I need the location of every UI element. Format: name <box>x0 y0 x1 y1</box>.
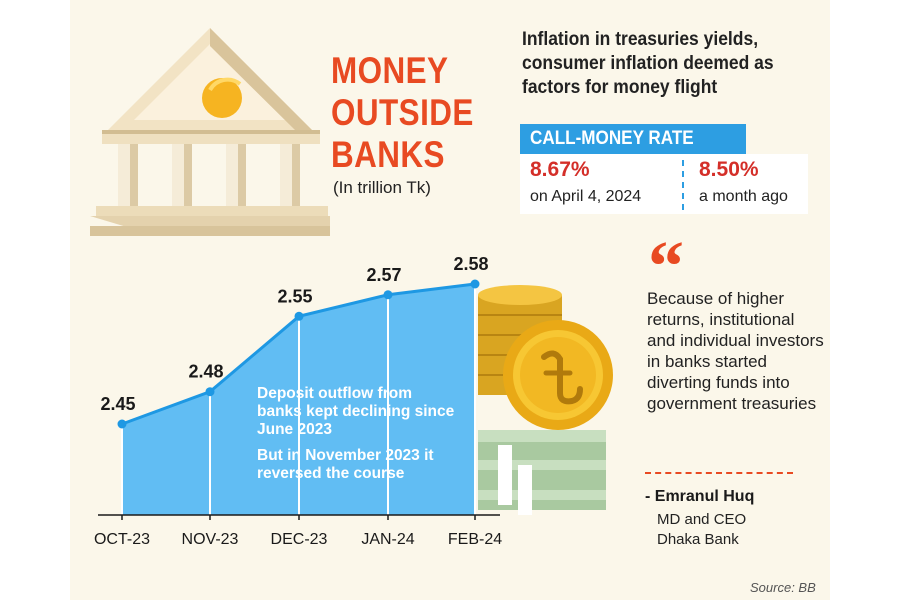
unit-label: (In trillion Tk) <box>333 178 431 197</box>
data-point <box>205 387 215 397</box>
data-label: 2.48 <box>188 362 223 382</box>
call-money-box: CALL-MONEY RATE RISES 8.67% on April 4, … <box>520 124 810 218</box>
quote-text: Because of higher returns, institutional… <box>647 289 824 413</box>
quote-author: - Emranul Huq <box>645 488 755 505</box>
x-tick-label: NOV-23 <box>182 531 239 548</box>
call-money-header: CALL-MONEY RATE RISES <box>520 124 746 179</box>
rate-divider <box>682 160 684 210</box>
data-point <box>470 279 480 289</box>
annotation-line-1: Deposit outflow from banks kept declinin… <box>257 385 455 438</box>
taka-coin-icon <box>503 320 613 430</box>
x-tick-label: JAN-24 <box>361 531 414 548</box>
previous-rate-label: a month ago <box>699 188 788 205</box>
x-tick-label: DEC-23 <box>271 531 328 548</box>
previous-rate: 8.50% <box>699 158 759 181</box>
headline: Inflation in treasuries yields, consumer… <box>522 29 774 98</box>
x-tick-label: OCT-23 <box>94 531 150 548</box>
title-line: BANKS <box>331 134 445 175</box>
data-label: 2.57 <box>366 265 401 285</box>
annotation-line-2: But in November 2023 it reversed the cou… <box>257 447 434 482</box>
data-point <box>383 290 393 300</box>
data-point <box>294 311 304 321</box>
data-label: 2.45 <box>100 394 135 414</box>
chart-annotation: Deposit outflow from banks kept declinin… <box>257 385 457 491</box>
data-point <box>117 419 127 429</box>
call-money-body: 8.67% on April 4, 2024 8.50% a month ago <box>520 154 808 214</box>
chart-title: MONEY OUTSIDE BANKS <box>331 50 474 176</box>
bank-building-icon <box>90 28 330 236</box>
quote-role: MD and CEO Dhaka Bank <box>657 510 746 550</box>
money-illustration <box>478 285 613 515</box>
quote-divider <box>645 472 793 474</box>
data-label: 2.55 <box>277 286 312 306</box>
x-tick-label: FEB-24 <box>448 531 502 548</box>
banknote-stack-icon <box>478 430 606 515</box>
current-rate: 8.67% <box>530 158 590 181</box>
quote-role-line: MD and CEO <box>657 511 747 528</box>
source-note: Source: BB <box>750 580 816 595</box>
current-rate-date: on April 4, 2024 <box>530 188 642 205</box>
title-line: MONEY <box>331 50 449 91</box>
data-label: 2.58 <box>453 254 488 274</box>
quote-role-line: Dhaka Bank <box>657 531 739 548</box>
title-line: OUTSIDE <box>331 92 474 133</box>
quote-mark-icon: “ <box>648 226 684 306</box>
